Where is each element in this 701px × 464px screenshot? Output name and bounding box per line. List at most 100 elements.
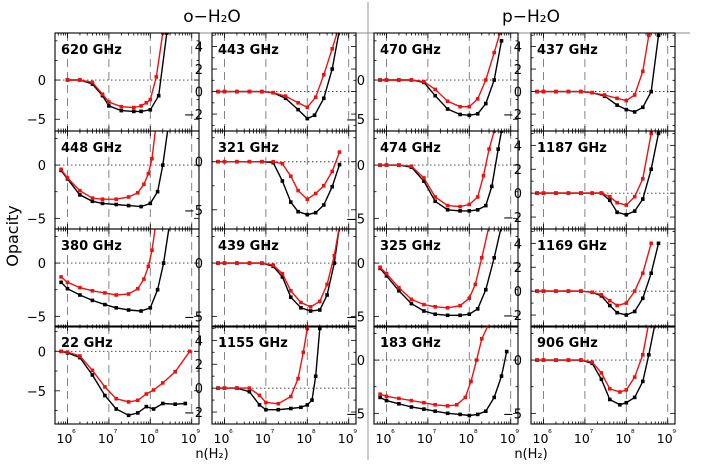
data-point-black	[90, 199, 95, 204]
data-point-black	[397, 402, 401, 406]
data-point-red	[579, 191, 583, 195]
y-tick-label: 0	[38, 159, 46, 174]
data-point-black	[296, 209, 300, 214]
y-tick-label: 0	[357, 74, 365, 89]
x-tick-label-exponent: ⁹	[353, 429, 357, 439]
data-point-red	[136, 398, 140, 403]
series-group	[378, 33, 504, 118]
panel-frame	[211, 325, 357, 425]
series-line-red	[218, 229, 340, 308]
series-group	[59, 219, 170, 313]
data-point-red	[155, 121, 159, 125]
data-point-red	[397, 78, 401, 82]
y-tick-label: 4	[514, 139, 522, 154]
y-tick-label: 0	[514, 86, 522, 101]
data-point-black	[409, 405, 414, 409]
data-point-red	[554, 289, 558, 293]
data-point-black	[264, 407, 268, 412]
data-point-red	[296, 188, 300, 193]
data-point-red	[336, 28, 340, 32]
data-point-black	[458, 313, 462, 318]
data-point-black	[615, 210, 619, 215]
panel-8: 0 −5 470 GHz	[346, 32, 519, 132]
data-point-black	[148, 108, 153, 112]
data-point-red	[590, 360, 594, 364]
data-point-black	[499, 39, 504, 43]
data-point-red	[260, 89, 264, 94]
x-tick-label-exponent: ⁶	[229, 429, 233, 439]
data-point-red	[216, 89, 220, 94]
data-point-black	[312, 113, 317, 117]
data-point-red	[409, 398, 414, 403]
x-tick-label-exponent: ⁹	[672, 429, 676, 439]
data-point-red	[422, 176, 426, 180]
data-point-black	[445, 208, 450, 212]
x-tick-label: 10	[214, 431, 230, 446]
data-point-red	[632, 375, 637, 379]
x-tick-label: 10	[57, 431, 73, 446]
series-line-black	[379, 351, 508, 417]
data-point-red	[90, 368, 95, 373]
data-point-black	[641, 105, 645, 110]
data-point-black	[161, 261, 166, 265]
data-point-black	[458, 412, 462, 417]
data-point-red	[579, 89, 583, 94]
data-point-red	[146, 264, 151, 269]
x-tick-label: 10	[533, 431, 549, 446]
data-point-red	[144, 392, 149, 396]
data-point-red	[445, 99, 450, 103]
data-point-black	[305, 116, 310, 121]
y-tick-label: 2	[514, 163, 522, 178]
data-point-red	[126, 292, 131, 296]
data-point-black	[310, 398, 314, 402]
data-point-black	[132, 109, 136, 114]
data-point-black	[422, 179, 426, 183]
data-point-red	[480, 337, 484, 341]
data-point-red	[378, 392, 382, 396]
data-point-red	[150, 248, 154, 253]
x-tick-label: 10	[574, 431, 590, 446]
data-point-red	[289, 394, 293, 399]
panel-label: 906 GHz	[537, 336, 598, 351]
series-line-red	[537, 35, 650, 102]
data-point-black	[144, 404, 149, 409]
data-point-red	[107, 100, 111, 104]
data-point-red	[301, 350, 306, 355]
data-point-black	[330, 184, 334, 189]
panel-label: 321 GHz	[218, 141, 279, 156]
x-tick-label-exponent: ⁸	[312, 429, 316, 439]
panel-frame	[530, 228, 676, 328]
y-tick-label: −5	[27, 310, 46, 325]
data-point-black	[624, 107, 629, 112]
data-point-black	[384, 274, 389, 278]
series-group	[535, 33, 661, 114]
data-point-red	[78, 78, 82, 82]
data-point-red	[222, 159, 227, 164]
y-tick-label: −2	[503, 309, 522, 324]
data-point-black	[608, 397, 612, 402]
data-point-black	[632, 395, 637, 400]
y-tick-label: 0	[357, 159, 365, 174]
data-point-red	[299, 300, 303, 305]
data-point-red	[397, 163, 401, 167]
data-point-black	[313, 374, 318, 378]
data-point-red	[271, 159, 275, 164]
data-point-black	[126, 308, 131, 312]
data-point-red	[397, 396, 401, 401]
y-tick-label: 0	[38, 345, 46, 360]
data-point-red	[155, 219, 159, 223]
x-tick-label-exponent: ⁷	[271, 429, 275, 439]
x-tick-label-exponent: ⁷	[114, 429, 118, 439]
series-line-red	[379, 229, 490, 309]
data-point-red	[283, 94, 288, 98]
data-point-red	[618, 390, 622, 394]
panel-frame	[211, 228, 357, 328]
data-point-red	[608, 387, 612, 391]
y-tick-label: −2	[503, 211, 522, 226]
data-point-red	[624, 203, 629, 207]
data-point-black	[119, 108, 124, 113]
data-point-red	[148, 97, 153, 102]
data-point-red	[480, 256, 484, 260]
data-point-red	[65, 280, 70, 285]
data-point-red	[150, 156, 154, 161]
